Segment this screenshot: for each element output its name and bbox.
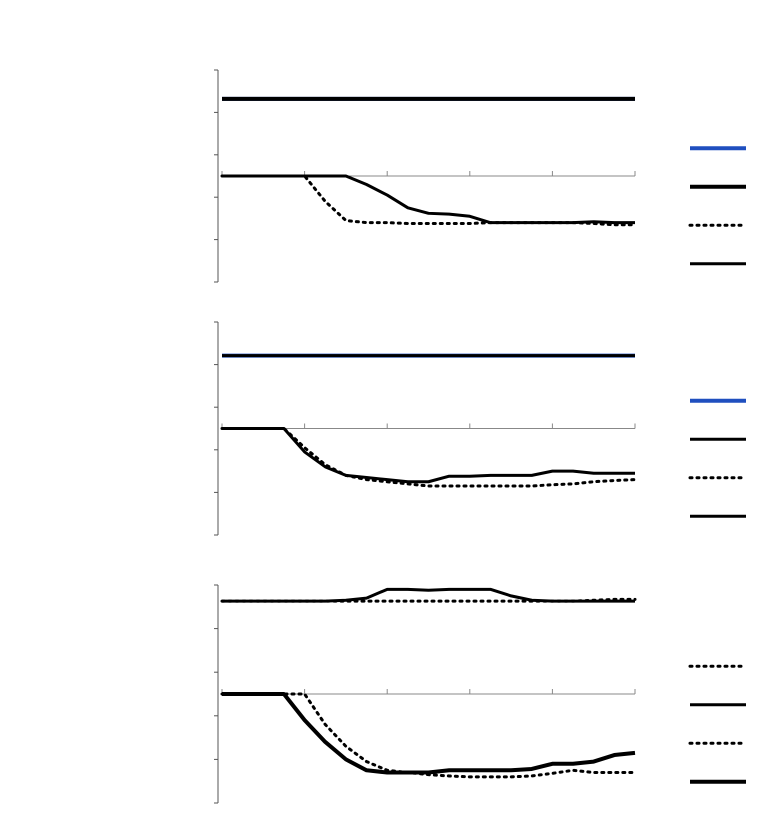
- series-line: [220, 692, 637, 779]
- series-line: [222, 427, 635, 484]
- series-line: [222, 174, 635, 225]
- series-line: [222, 692, 636, 775]
- series-line: [220, 427, 637, 488]
- series-line: [220, 174, 637, 227]
- series-line: [222, 587, 635, 603]
